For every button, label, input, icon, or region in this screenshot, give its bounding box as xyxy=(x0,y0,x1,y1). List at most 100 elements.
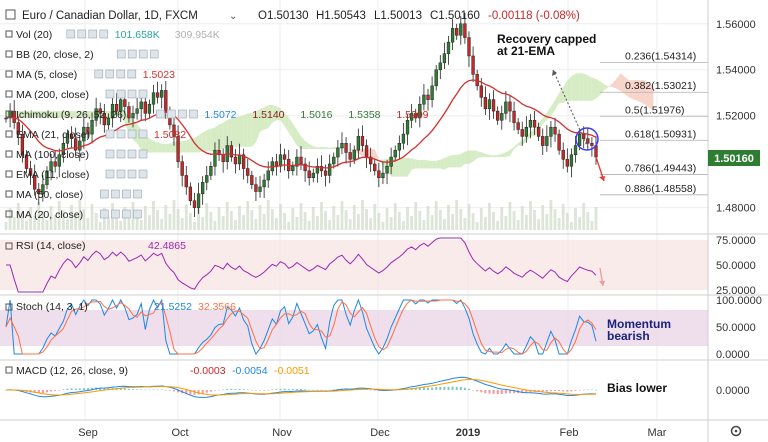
indicator-collapse-icon[interactable] xyxy=(5,90,13,98)
volume-bar xyxy=(266,200,270,230)
stoch-collapse-icon[interactable] xyxy=(5,303,13,311)
gear-icon[interactable] xyxy=(111,189,120,199)
fibonacci-levels[interactable]: 0.236(1.54314) 0.382(1.53021) 0.5(1.51976)… xyxy=(600,51,708,196)
indicator-name[interactable]: BB (20, close, 2) xyxy=(16,49,94,61)
gear-icon[interactable] xyxy=(116,89,126,99)
indicator-collapse-icon[interactable] xyxy=(5,150,13,158)
rsi-pane[interactable] xyxy=(0,237,708,293)
gear-icon[interactable] xyxy=(116,129,126,139)
indicator-name[interactable]: Ichimoku (9, 26, 52, 26) xyxy=(16,109,126,121)
gear-icon[interactable] xyxy=(167,109,176,119)
eye-icon[interactable] xyxy=(105,89,115,99)
close-icon[interactable] xyxy=(116,69,126,79)
more-icon[interactable] xyxy=(138,169,148,179)
indicator-collapse-icon[interactable] xyxy=(5,210,13,218)
more-icon[interactable] xyxy=(138,89,148,99)
indicator-collapse-icon[interactable] xyxy=(5,110,13,118)
macd-pane[interactable] xyxy=(5,376,597,398)
gear-icon[interactable] xyxy=(77,29,87,39)
eye-icon[interactable] xyxy=(105,129,115,139)
more-icon[interactable] xyxy=(138,149,148,159)
candle-body xyxy=(409,113,414,121)
collapse-icon[interactable] xyxy=(5,9,16,20)
indicator-collapse-icon[interactable] xyxy=(5,30,13,38)
indicator-name[interactable]: MA (100, close) xyxy=(16,149,89,161)
indicator-collapse-icon[interactable] xyxy=(5,130,13,138)
chevron-down-icon[interactable]: ⌄ xyxy=(229,11,237,22)
volume-bar xyxy=(369,218,373,230)
close-icon[interactable] xyxy=(127,149,137,159)
more-icon[interactable] xyxy=(189,109,198,119)
eye-icon[interactable] xyxy=(66,29,76,39)
eye-icon[interactable] xyxy=(116,49,126,59)
price-axis[interactable]: 1.56000 1.54000 1.52000 1.48000 xyxy=(716,19,756,215)
annotation-bias[interactable]: Bias lower xyxy=(607,381,667,395)
settings-gear-icon[interactable] xyxy=(730,425,742,437)
close-icon[interactable] xyxy=(88,29,98,39)
close-icon[interactable] xyxy=(127,129,137,139)
cloud-segment xyxy=(468,150,474,164)
gear-icon[interactable] xyxy=(105,69,115,79)
close-icon[interactable] xyxy=(127,89,137,99)
fib-level-label: 0.5(1.51976) xyxy=(625,104,685,116)
macd-title[interactable]: MACD (12, 26, close, 9) xyxy=(16,365,128,377)
indicator-collapse-icon[interactable] xyxy=(5,190,13,198)
indicator-name[interactable]: MA (5, close) xyxy=(16,69,77,81)
indicator-collapse-icon[interactable] xyxy=(5,70,13,78)
close-icon[interactable] xyxy=(122,209,131,219)
eye-icon[interactable] xyxy=(94,69,104,79)
close-icon[interactable] xyxy=(178,109,187,119)
highlight-circle[interactable] xyxy=(575,127,599,151)
stoch-pane[interactable] xyxy=(0,298,708,356)
stoch-k-line xyxy=(5,298,597,356)
volume-bar xyxy=(488,203,491,230)
more-icon[interactable] xyxy=(99,29,109,39)
close-icon[interactable] xyxy=(122,189,131,199)
gear-icon[interactable] xyxy=(116,169,126,179)
close-icon[interactable] xyxy=(138,49,148,59)
close-icon[interactable] xyxy=(127,169,137,179)
time-axis[interactable]: Sep Oct Nov Dec 2019 Feb Mar xyxy=(78,427,667,439)
indicator-name[interactable]: EMA (11, close) xyxy=(16,169,89,181)
rsi-title[interactable]: RSI (14, close) xyxy=(16,240,85,252)
symbol-title[interactable]: Euro / Canadian Dollar, 1D, FXCM xyxy=(22,10,198,22)
candle-body xyxy=(131,113,135,119)
macd-hist-bar xyxy=(574,390,577,391)
annotation-recovery-1[interactable]: Recovery capped xyxy=(497,32,596,46)
macd-hist-bar xyxy=(213,390,216,391)
candle-body xyxy=(262,179,266,188)
gear-icon[interactable] xyxy=(116,149,126,159)
annotation-recovery-2[interactable]: at 21-EMA xyxy=(497,44,555,58)
indicator-legend[interactable]: Vol (20) 101.658K 309.954K BB (20, close, 2… xyxy=(5,29,429,221)
more-icon[interactable] xyxy=(127,69,137,79)
indicator-name[interactable]: MA (20, close) xyxy=(16,209,83,221)
eye-icon[interactable] xyxy=(100,189,109,199)
eye-icon[interactable] xyxy=(105,169,115,179)
more-icon[interactable] xyxy=(138,129,148,139)
text-annotations[interactable]: Recovery capped at 21-EMA Momentum beari… xyxy=(497,32,671,395)
macd-collapse-icon[interactable] xyxy=(5,366,13,374)
volume-bar xyxy=(41,211,45,230)
indicator-collapse-icon[interactable] xyxy=(5,50,13,58)
candle-body xyxy=(401,133,406,144)
rsi-collapse-icon[interactable] xyxy=(5,242,13,250)
gear-icon[interactable] xyxy=(111,209,120,219)
indicator-name[interactable]: Vol (20) xyxy=(16,29,52,41)
indicator-name[interactable]: EMA (21, close) xyxy=(16,129,90,141)
indicator-collapse-icon[interactable] xyxy=(5,170,13,178)
annotation-momentum-1[interactable]: Momentum xyxy=(607,317,671,331)
candle-body xyxy=(303,163,307,172)
indicator-name[interactable]: MA (200, close) xyxy=(16,89,89,101)
eye-icon[interactable] xyxy=(105,149,115,159)
indicator-name[interactable]: MA (50, close) xyxy=(16,189,83,201)
eye-icon[interactable] xyxy=(156,109,165,119)
more-icon[interactable] xyxy=(133,209,142,219)
more-icon[interactable] xyxy=(133,189,142,199)
gear-icon[interactable] xyxy=(127,49,137,59)
volume-bar xyxy=(238,206,241,230)
more-icon[interactable] xyxy=(149,49,159,59)
annotation-momentum-2[interactable]: bearish xyxy=(607,329,650,343)
eye-icon[interactable] xyxy=(100,209,109,219)
stoch-title[interactable]: Stoch (14, 3, 1) xyxy=(16,301,88,313)
